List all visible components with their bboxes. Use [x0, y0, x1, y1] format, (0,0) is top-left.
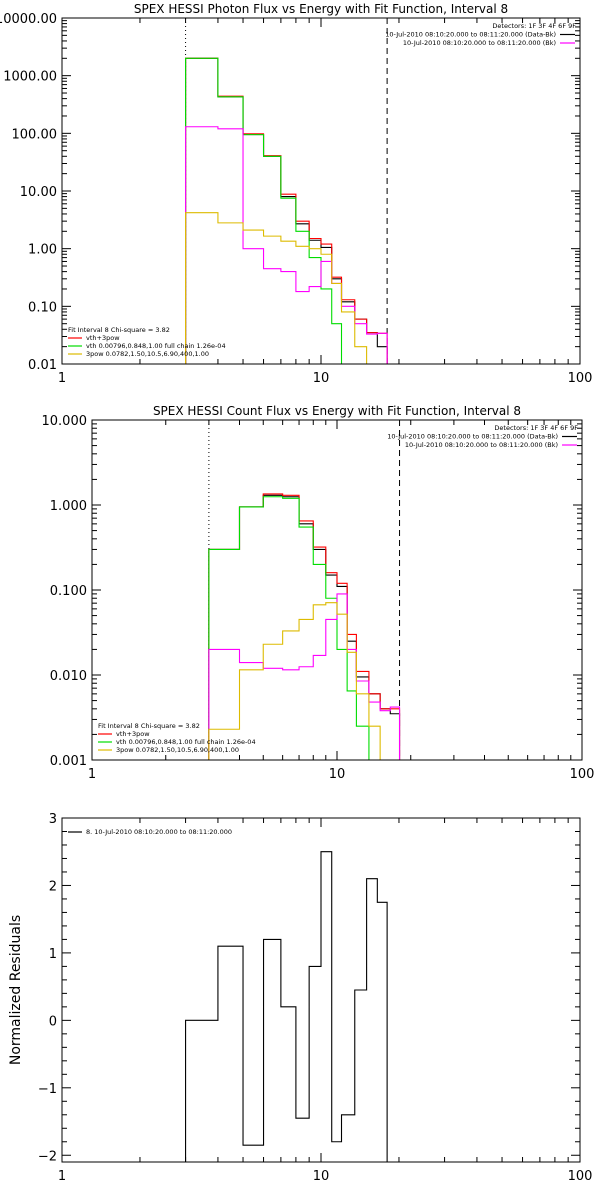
- chart-panel-3: 1 10 100 −2 −1 0 1 2 3 Normalized Residuals 8. 10-…: [8, 812, 592, 1184]
- plot-frame: [61, 817, 581, 1163]
- header-text: 10-Jul-2010 08:10:20.000 to 08:11:20.000…: [403, 39, 556, 47]
- y-tick-label: 0.01: [28, 358, 57, 373]
- series-line-5: [185, 212, 388, 364]
- y-tick-label: 0.010: [50, 669, 87, 684]
- x-tick-label: 10: [313, 1169, 330, 1184]
- x-tick-label: 100: [568, 1169, 593, 1184]
- legend-text: vth 0.00796,0.848,1.00 full chain 1.26e-…: [86, 342, 226, 350]
- x-tick-label: 10: [329, 767, 346, 782]
- y-tick-label: 0.001: [50, 754, 87, 769]
- y-tick-label: 1000.00: [3, 70, 57, 85]
- header-text: 10-Jul-2010 08:10:20.000 to 08:11:20.000…: [405, 441, 558, 449]
- y-tick-label: 1: [49, 947, 57, 962]
- legend-text: 8. 10-Jul-2010 08:10:20.000 to 08:11:20.…: [86, 828, 232, 836]
- x-tick-label: 10: [313, 371, 330, 386]
- y-tick-label: 1.000: [50, 499, 87, 514]
- x-tick-label: 100: [568, 371, 593, 386]
- legend-text: 3pow 0.0782,1.50,10.5,6.90,400,1.00: [86, 350, 209, 358]
- y-tick-label: −2: [38, 1149, 57, 1164]
- x-tick-label: 1: [58, 371, 66, 386]
- series-line-4: [185, 126, 388, 364]
- y-tick-label: 10000.00: [0, 12, 57, 27]
- header-text: 10-Jul-2010 08:10:20.000 to 08:11:20.000…: [385, 31, 556, 39]
- chart-title: SPEX HESSI Count Flux vs Energy with Fit…: [153, 404, 521, 418]
- y-tick-label: 2: [49, 879, 57, 894]
- y-axis-label: Normalized Residuals: [8, 915, 24, 1065]
- series-line-3: [208, 496, 401, 760]
- legend-text: vth 0.00796,0.848,1.00 full chain 1.26e-…: [116, 738, 256, 746]
- y-tick-label: 1.00: [28, 243, 57, 258]
- chart-panel-2: SPEX HESSI Count Flux vs Energy with Fit…: [42, 404, 595, 782]
- y-tick-label: 100.00: [12, 127, 58, 142]
- plot-frame: [91, 419, 583, 761]
- series-line-5: [208, 602, 401, 760]
- legend-text: Fit Interval 8 Chi-square = 3.82: [68, 326, 170, 334]
- y-tick-label: 10.000: [42, 414, 88, 429]
- legend-text: vth+3pow: [116, 730, 150, 738]
- legend-text: Fit Interval 8 Chi-square = 3.82: [98, 722, 200, 730]
- x-tick-label: 100: [570, 767, 595, 782]
- y-tick-label: 0.100: [50, 584, 87, 599]
- y-tick-label: 0: [49, 1014, 57, 1029]
- legend-text: 3pow 0.0782,1.50,10.5,6.90,400,1.00: [116, 746, 239, 754]
- series-line-3: [185, 57, 388, 364]
- header-text: Detectors: 1F 3F 4F 6F 9F: [494, 424, 578, 432]
- header-text: Detectors: 1F 3F 4F 6F 9F: [492, 22, 576, 30]
- y-tick-label: 0.10: [28, 300, 57, 315]
- series-line-1: [185, 851, 388, 1162]
- y-tick-label: 10.00: [20, 185, 57, 200]
- chart-panel-1: SPEX HESSI Photon Flux vs Energy with Fi…: [0, 2, 592, 386]
- x-tick-label: 1: [58, 1169, 66, 1184]
- header-text: 10-Jul-2010 08:10:20.000 to 08:11:20.000…: [387, 433, 558, 441]
- legend-text: vth+3pow: [86, 334, 120, 342]
- x-tick-label: 1: [88, 767, 96, 782]
- y-tick-label: −1: [38, 1082, 57, 1097]
- y-tick-label: 3: [49, 812, 57, 827]
- plot-frame: [61, 17, 581, 365]
- chart-title: SPEX HESSI Photon Flux vs Energy with Fi…: [134, 2, 508, 16]
